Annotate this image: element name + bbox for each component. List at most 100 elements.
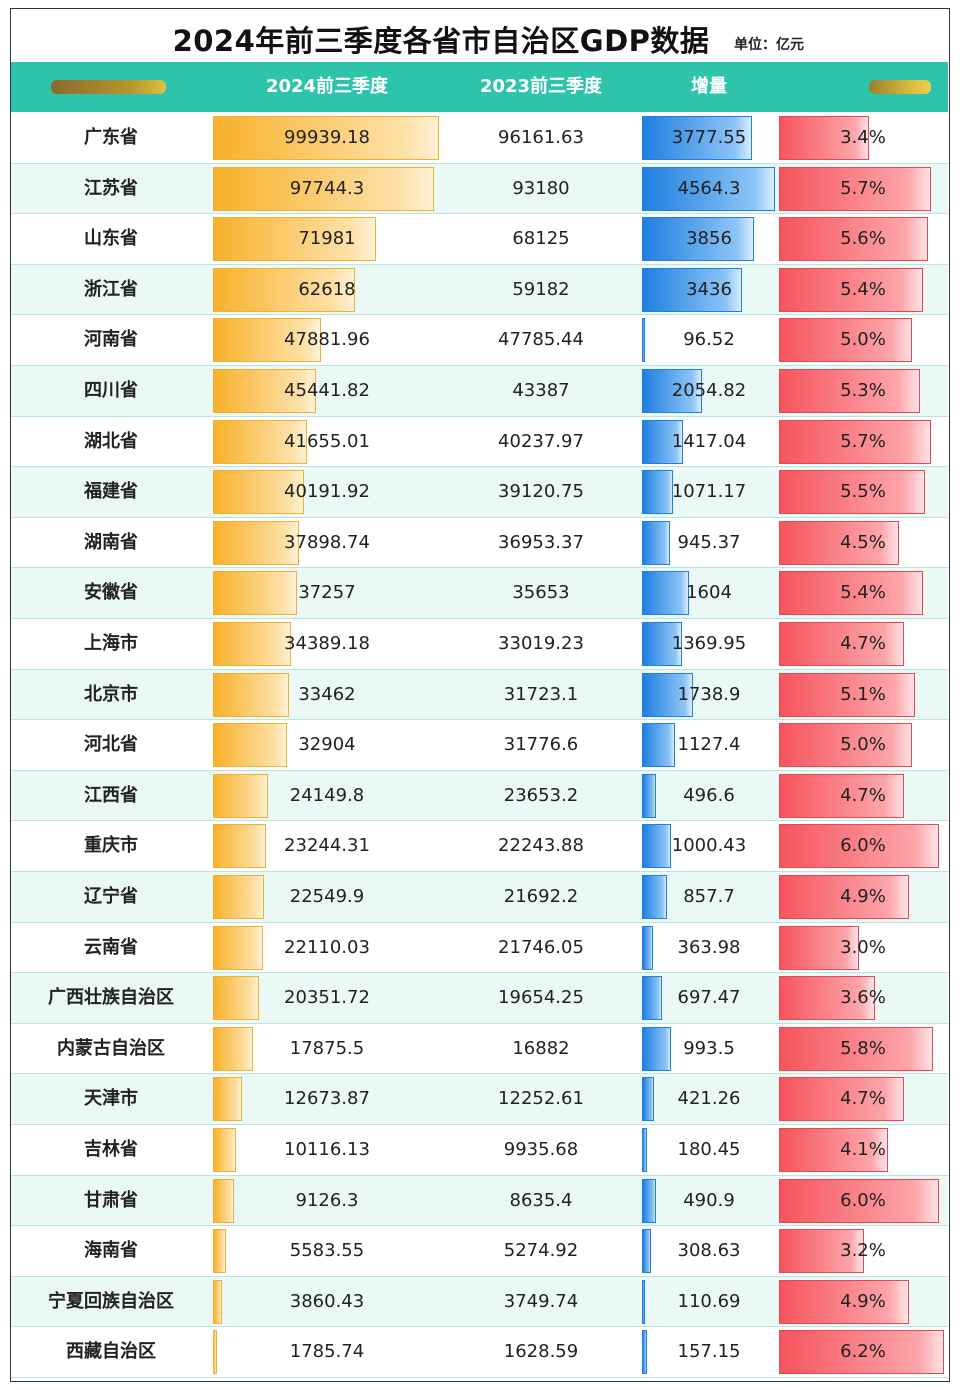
value-increase: 2054.82: [671, 380, 747, 401]
value-growth-rate: 4.7%: [840, 633, 886, 654]
value-growth-rate: 5.4%: [840, 278, 886, 300]
table-row: 云南省 22110.03 21746.05 363.98 3.0%: [11, 922, 948, 974]
value-2023: 21692.2: [503, 886, 579, 907]
bar-increase: [642, 622, 682, 666]
bar-increase: [642, 1026, 671, 1071]
value-increase: 1738.9: [677, 683, 741, 705]
value-2023: 47785.44: [498, 329, 584, 351]
bar-2024: [213, 520, 299, 565]
bar-increase: [642, 672, 693, 717]
title-row: 2024年前三季度各省市自治区GDP数据 单位：亿元: [10, 10, 950, 62]
table-row: 内蒙古自治区 17875.5 16882 993.5 5.8%: [11, 1023, 948, 1075]
chart-title: 2024年前三季度各省市自治区GDP数据: [172, 24, 710, 58]
province-name: 上海市: [84, 633, 138, 654]
value-2024: 23244.31: [284, 835, 370, 857]
value-growth-rate: 3.2%: [840, 1240, 886, 1262]
province-name: 内蒙古自治区: [57, 1037, 165, 1059]
bar-growth: [779, 1077, 905, 1122]
table-row: 上海市 34389.18 33019.23 1369.95 4.7%: [11, 619, 948, 670]
bar-2024: [213, 1178, 234, 1223]
province-name: 天津市: [84, 1088, 138, 1110]
bar-growth: [779, 419, 931, 464]
value-increase: 1604: [686, 582, 732, 604]
value-2024: 40191.92: [284, 481, 370, 503]
table-row: 广东省 99939.18 96161.63 3777.55 3.4%: [11, 113, 948, 164]
value-increase: 110.69: [677, 1290, 741, 1312]
province-name: 吉林省: [84, 1139, 138, 1160]
value-2023: 23653.2: [503, 784, 579, 806]
value-2023: 59182: [512, 278, 570, 300]
value-2024: 9126.3: [295, 1189, 359, 1211]
table-row: 山东省 71981 68125 3856 5.6%: [11, 214, 948, 265]
province-name: 广西壮族自治区: [48, 987, 174, 1009]
value-increase: 3436: [686, 278, 732, 300]
table-row: 福建省 40191.92 39120.75 1071.17 5.5%: [11, 467, 948, 518]
bar-growth: [779, 1026, 934, 1071]
bar-growth: [779, 1229, 865, 1274]
value-2023: 31776.6: [503, 734, 579, 756]
province-name: 广东省: [84, 127, 138, 148]
table-row: 吉林省 10116.13 9935.68 180.45 4.1%: [11, 1125, 948, 1176]
table-row: 甘肃省 9126.3 8635.4 490.9 6.0%: [11, 1175, 948, 1227]
bar-growth: [779, 1128, 889, 1172]
value-2023: 9935.68: [503, 1139, 579, 1160]
bar-2024: [213, 318, 322, 363]
bar-increase: [642, 1229, 651, 1274]
bar-2024: [213, 925, 263, 970]
bar-2024: [213, 267, 355, 312]
province-name: 甘肃省: [84, 1189, 138, 1211]
table-header: 2024前三季度 2023前三季度 增量: [11, 62, 948, 112]
bar-growth: [779, 1178, 939, 1223]
value-growth-rate: 4.5%: [840, 531, 886, 553]
value-2023: 39120.75: [498, 481, 584, 503]
value-growth-rate: 5.0%: [840, 734, 886, 756]
bar-increase: [642, 571, 689, 616]
value-2024: 12673.87: [284, 1088, 370, 1110]
value-increase: 1417.04: [671, 430, 747, 452]
bar-2024: [213, 166, 435, 211]
bar-2024: [213, 1279, 222, 1324]
value-increase: 308.63: [677, 1240, 741, 1262]
value-increase: 857.7: [683, 886, 735, 907]
bar-increase: [642, 267, 743, 312]
province-name: 安徽省: [84, 582, 138, 604]
bar-growth: [779, 166, 931, 211]
value-growth-rate: 5.4%: [840, 582, 886, 604]
value-2024: 97744.3: [289, 177, 365, 199]
value-2023: 1628.59: [503, 1341, 579, 1363]
table-row: 湖北省 41655.01 40237.97 1417.04 5.7%: [11, 416, 948, 468]
header-2024: 2024前三季度: [265, 76, 389, 97]
value-increase: 180.45: [677, 1139, 741, 1160]
value-2024: 41655.01: [284, 430, 370, 452]
table-row: 湖南省 37898.74 36953.37 945.37 4.5%: [11, 517, 948, 569]
value-2024: 37257: [298, 582, 356, 604]
value-2024: 17875.5: [289, 1037, 365, 1059]
value-growth-rate: 5.5%: [840, 481, 886, 503]
province-name: 浙江省: [84, 278, 138, 300]
bar-2024: [213, 1229, 226, 1274]
value-increase: 1127.4: [677, 734, 741, 756]
bar-increase: [642, 925, 653, 970]
value-increase: 490.9: [683, 1189, 735, 1211]
bar-growth: [779, 824, 939, 869]
header-growth: [781, 62, 867, 112]
table-row: 江西省 24149.8 23653.2 496.6 4.7%: [11, 770, 948, 822]
table-row: 广西壮族自治区 20351.72 19654.25 697.47 3.6%: [11, 973, 948, 1024]
table-row: 河北省 32904 31776.6 1127.4 5.0%: [11, 720, 948, 771]
bar-2024: [213, 419, 308, 464]
bar-2024: [213, 622, 291, 666]
province-name: 福建省: [84, 481, 138, 503]
value-2023: 12252.61: [498, 1088, 584, 1110]
value-growth-rate: 5.6%: [840, 228, 886, 250]
bar-increase: [642, 1330, 647, 1375]
value-increase: 1071.17: [671, 481, 747, 503]
value-growth-rate: 5.7%: [840, 430, 886, 452]
bar-increase: [642, 875, 667, 919]
value-2024: 20351.72: [284, 987, 370, 1009]
value-2023: 33019.23: [498, 633, 584, 654]
value-2024: 1785.74: [289, 1341, 365, 1363]
bar-2024: [213, 571, 298, 616]
value-2023: 16882: [512, 1037, 570, 1059]
value-growth-rate: 5.7%: [840, 177, 886, 199]
bar-growth: [779, 875, 910, 919]
